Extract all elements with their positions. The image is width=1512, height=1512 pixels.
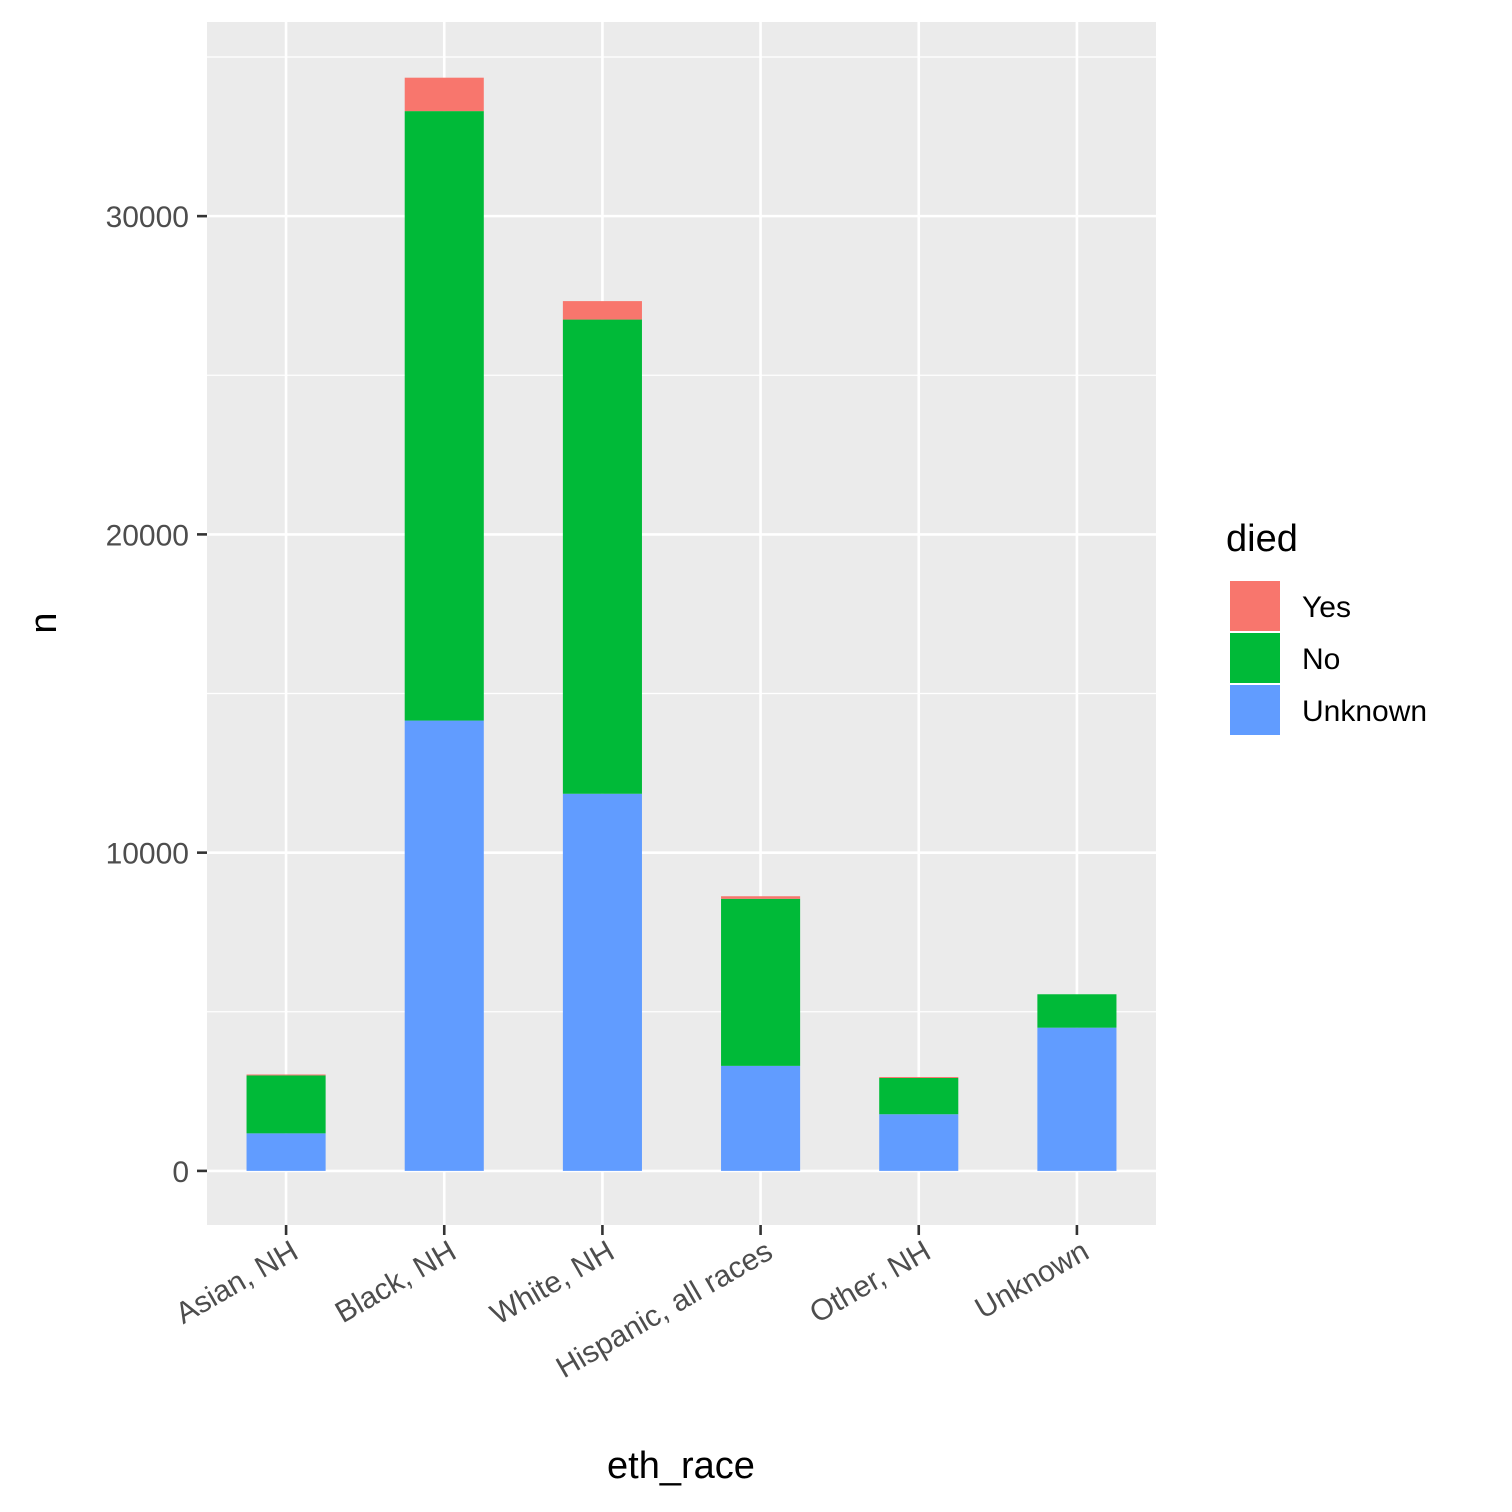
bar-segment-unknown — [562, 793, 642, 1171]
bar-segment-yes — [721, 896, 801, 899]
bar-segment-unknown — [721, 1065, 801, 1171]
bar-segment-no — [404, 111, 484, 721]
bar-segment-no — [1037, 994, 1117, 1028]
x-tick-label: White, NH — [485, 1234, 620, 1331]
y-tick-label: 20000 — [106, 519, 189, 552]
legend-key-no — [1230, 633, 1280, 683]
legend-label: No — [1302, 643, 1340, 676]
bar-segment-yes — [879, 1077, 959, 1078]
bar-segment-yes — [246, 1074, 326, 1076]
x-tick-label: Other, NH — [804, 1234, 936, 1329]
x-axis-title: eth_race — [607, 1445, 755, 1487]
bar-segment-no — [562, 319, 642, 794]
legend-title: died — [1226, 518, 1298, 560]
bar-segment-no — [879, 1077, 959, 1115]
x-tick-label: Black, NH — [330, 1234, 462, 1329]
bar-segment-no — [721, 898, 801, 1066]
legend: died Yes No Unknown — [1226, 518, 1427, 735]
bar-segment-yes — [404, 77, 484, 112]
x-tick-label: Unknown — [970, 1234, 1095, 1325]
x-tick-label: Asian, NH — [170, 1234, 303, 1330]
bar-segment-unknown — [1037, 1027, 1117, 1171]
legend-entries: Yes No Unknown — [1230, 581, 1427, 735]
panel-background — [207, 22, 1156, 1225]
bars — [246, 77, 1117, 1171]
y-tick-label: 30000 — [106, 201, 189, 234]
bar-segment-yes — [562, 301, 642, 320]
y-axis-title: n — [23, 612, 65, 633]
legend-key-unknown — [1230, 685, 1280, 735]
legend-label: Yes — [1302, 591, 1351, 624]
y-tick-label: 0 — [172, 1156, 189, 1189]
bar-segment-unknown — [404, 720, 484, 1171]
bar-segment-no — [246, 1075, 326, 1134]
legend-label: Unknown — [1302, 695, 1427, 728]
bar-segment-unknown — [879, 1114, 959, 1171]
bar-segment-unknown — [246, 1133, 326, 1171]
y-tick-label: 10000 — [106, 838, 189, 871]
legend-key-yes — [1230, 581, 1280, 631]
